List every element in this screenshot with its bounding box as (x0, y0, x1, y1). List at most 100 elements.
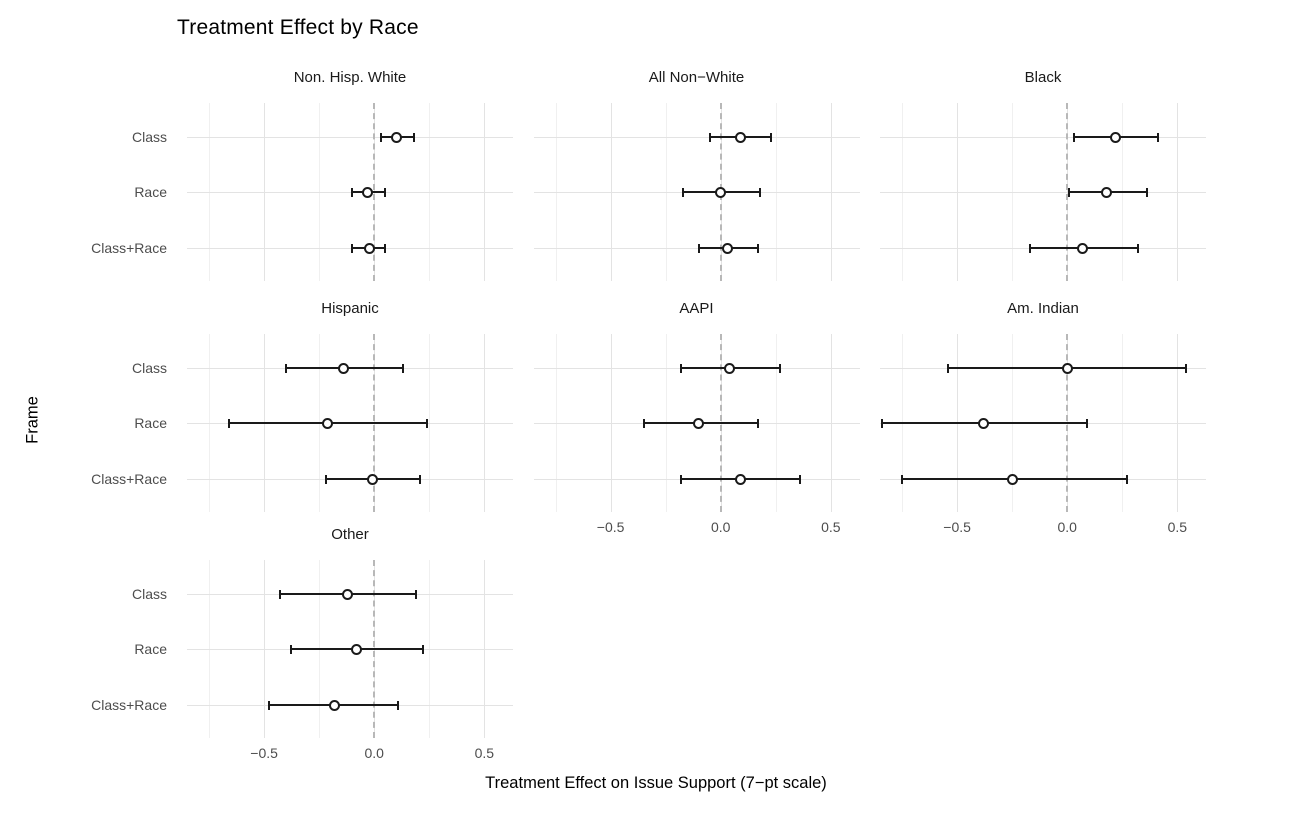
ci-end-cap (947, 363, 950, 373)
point-estimate (390, 131, 402, 143)
ci-end-cap (697, 243, 700, 253)
ci-end-cap (379, 132, 382, 142)
zero-reference-line (1066, 103, 1069, 281)
point-estimate (1006, 473, 1018, 485)
point-estimate (1110, 131, 1122, 143)
facet-panel (533, 334, 860, 512)
point-estimate (978, 417, 990, 429)
facet-panel (187, 334, 513, 512)
facet-panel (187, 560, 513, 738)
ci-end-cap (412, 132, 415, 142)
ci-end-cap (1156, 132, 1159, 142)
facet-strip-label: Hispanic (321, 300, 379, 317)
x-tick-label: −0.5 (250, 745, 278, 761)
ci-end-cap (384, 187, 387, 197)
ci-end-cap (401, 363, 404, 373)
point-estimate (364, 242, 376, 254)
ci-end-cap (421, 644, 424, 654)
x-axis-title: Treatment Effect on Issue Support (7−pt … (485, 774, 827, 792)
ci-end-cap (1136, 243, 1139, 253)
x-tick-label: −0.5 (596, 519, 625, 535)
ci-end-cap (757, 418, 760, 428)
ci-end-cap (419, 474, 422, 484)
point-estimate (366, 473, 378, 485)
facet-panel (533, 103, 860, 281)
facet-panel (880, 103, 1206, 281)
ci-end-cap (779, 363, 782, 373)
point-estimate (362, 186, 374, 198)
x-tick-label: 0.0 (1057, 519, 1077, 535)
x-tick-label: 0.5 (1167, 519, 1188, 535)
y-category-label: Race (134, 415, 167, 431)
facet-panel (187, 103, 513, 281)
x-tick-label: 0.5 (474, 745, 495, 761)
y-category-label: Class+Race (91, 697, 167, 713)
ci-end-cap (267, 700, 270, 710)
major-gridline (187, 192, 513, 193)
ci-end-cap (397, 700, 400, 710)
point-estimate (721, 242, 733, 254)
ci-end-cap (227, 418, 230, 428)
x-tick-label: −0.5 (943, 519, 971, 535)
ci-end-cap (757, 243, 760, 253)
point-estimate (1101, 186, 1113, 198)
ci-end-cap (289, 644, 292, 654)
facet-strip-label: Non. Hisp. White (293, 69, 407, 86)
ci-end-cap (1185, 363, 1188, 373)
major-gridline (533, 248, 860, 249)
ci-end-cap (351, 187, 354, 197)
major-gridline (533, 137, 860, 138)
facet-panel (880, 334, 1206, 512)
point-estimate (693, 417, 705, 429)
ci-end-cap (351, 243, 354, 253)
point-estimate (1077, 242, 1089, 254)
point-estimate (735, 131, 747, 143)
point-estimate (715, 186, 727, 198)
point-estimate (735, 473, 747, 485)
ci-end-cap (682, 187, 685, 197)
ci-end-cap (426, 418, 429, 428)
ci-end-cap (1145, 187, 1148, 197)
ci-end-cap (278, 589, 281, 599)
y-category-label: Class (131, 360, 167, 376)
y-category-label: Race (134, 641, 167, 657)
facet-strip-label: All Non−White (648, 69, 745, 86)
ci-end-cap (680, 363, 683, 373)
ci-end-cap (901, 474, 904, 484)
y-category-label: Race (134, 184, 167, 200)
major-gridline (187, 137, 513, 138)
facet-strip-label: Black (1024, 69, 1062, 86)
point-estimate (337, 362, 349, 374)
ci-end-cap (415, 589, 418, 599)
ci-end-cap (1125, 474, 1128, 484)
y-category-label: Class (131, 586, 167, 602)
x-tick-label: 0.5 (821, 519, 841, 535)
facet-strip-label: AAPI (679, 300, 714, 317)
ci-end-cap (881, 418, 884, 428)
ci-end-cap (680, 474, 683, 484)
ci-end-cap (324, 474, 327, 484)
chart-title: Treatment Effect by Race (177, 16, 419, 39)
facet-strip-label: Other (331, 526, 369, 543)
major-gridline (880, 137, 1206, 138)
ci-end-cap (1068, 187, 1071, 197)
ci-end-cap (1072, 132, 1075, 142)
point-estimate (724, 362, 736, 374)
ci-end-cap (1028, 243, 1031, 253)
y-category-label: Class+Race (91, 240, 167, 256)
ci-end-cap (1086, 418, 1089, 428)
y-category-label: Class (131, 129, 167, 145)
point-estimate (342, 588, 354, 600)
ci-end-cap (708, 132, 711, 142)
ci-end-cap (759, 187, 762, 197)
facet-strip-label: Am. Indian (1007, 300, 1079, 317)
x-tick-label: 0.0 (710, 519, 731, 535)
ci-end-cap (642, 418, 645, 428)
point-estimate (322, 417, 334, 429)
point-estimate (1061, 362, 1073, 374)
major-gridline (187, 248, 513, 249)
ci-end-cap (770, 132, 773, 142)
x-tick-label: 0.0 (364, 745, 384, 761)
ci-end-cap (285, 363, 288, 373)
